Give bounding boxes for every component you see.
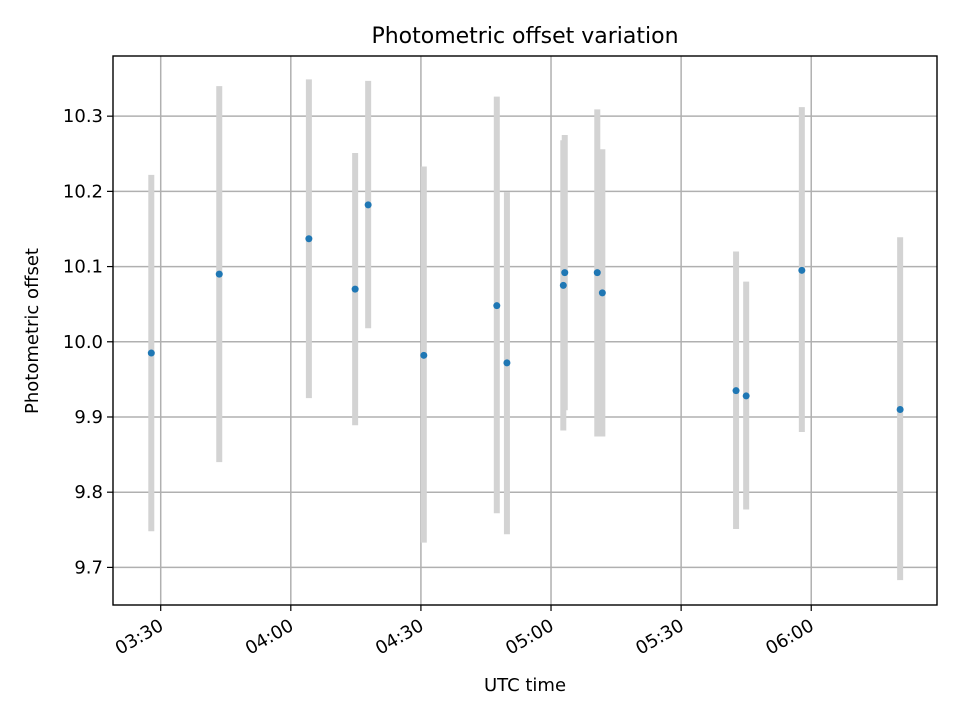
plot-background (113, 56, 937, 605)
x-tick-label: 06:00 (762, 615, 817, 659)
y-axis-label: Photometric offset (22, 248, 43, 414)
data-point (351, 285, 359, 293)
data-point (215, 270, 223, 278)
x-tick-label: 04:30 (372, 615, 427, 659)
x-tick-label: 05:30 (632, 615, 687, 659)
data-point (503, 359, 511, 367)
data-point (493, 302, 501, 310)
y-tick-label: 9.9 (74, 407, 103, 428)
data-points (147, 201, 904, 413)
y-tick-label: 9.8 (74, 482, 103, 503)
data-point (742, 392, 750, 400)
y-axis: 9.7 9.8 9.9 10.0 10.1 10.2 10.3 (63, 106, 113, 578)
plot-frame (112, 55, 938, 606)
x-tick-label: 03:30 (112, 615, 167, 659)
chart-title: Photometric offset variation (371, 24, 678, 49)
x-tick-label: 04:00 (242, 615, 297, 659)
data-point (896, 405, 904, 413)
y-tick-label: 10.1 (63, 257, 103, 278)
x-axis-label: UTC time (484, 675, 566, 696)
data-point (593, 269, 601, 277)
x-axis: 03:30 04:00 04:30 05:00 05:30 06:00 (112, 605, 818, 659)
data-point (798, 266, 806, 274)
data-point (598, 289, 606, 297)
y-tick-label: 9.7 (74, 557, 103, 578)
data-point (559, 281, 567, 289)
data-point (364, 201, 372, 209)
x-tick-label: 05:00 (502, 615, 557, 659)
data-point (305, 235, 313, 243)
data-point (420, 351, 428, 359)
y-tick-label: 10.2 (63, 181, 103, 202)
y-tick-label: 10.0 (63, 332, 103, 353)
y-tick-label: 10.3 (63, 106, 103, 127)
data-point (561, 269, 569, 277)
data-point (147, 349, 155, 357)
data-point (732, 387, 740, 395)
